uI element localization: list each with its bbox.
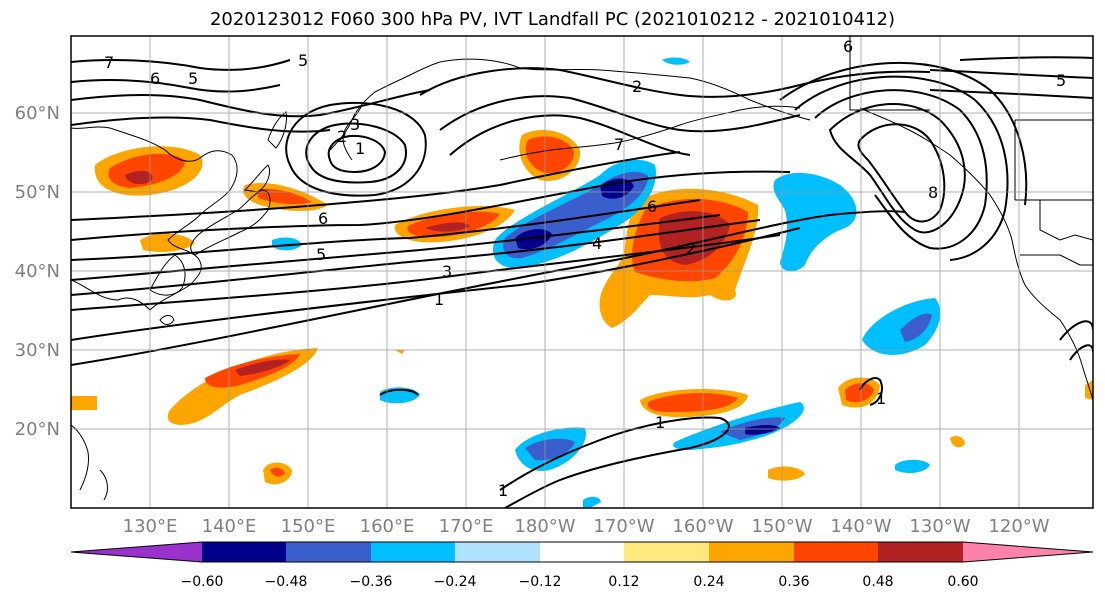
map-title: 2020123012 F060 300 hPa PV, IVT Landfall… [209,9,896,30]
ivt-anomaly-fills [71,57,1093,508]
lat-label: 60°N [15,103,60,124]
map-panel: 7 6 5 5 3 2 1 6 5 3 1 4 2 7 6 5 8 2 1 1 [70,35,1094,509]
lon-label: 160°W [672,516,733,537]
colorbar-segment [794,542,878,562]
longitude-labels: 130°E 140°E 150°E 160°E 170°E 180°W 170°… [123,516,1050,537]
contour-label: 5 [1056,71,1066,90]
lat-label: 20°N [15,419,60,440]
lon-label: 130°E [123,516,178,537]
colorbar-ticks: −0.60 −0.48 −0.36 −0.24 −0.12 0.12 0.24 … [181,574,979,590]
lon-label: 140°E [202,516,257,537]
contour-label: 1 [876,389,886,408]
colorbar-segment [71,542,202,562]
lon-label: 150°W [751,516,812,537]
contour-labels: 7 6 5 5 3 2 1 6 5 3 1 4 2 7 6 5 8 2 1 1 [104,37,1066,500]
colorbar-segment [371,542,455,562]
lon-label: 160°E [360,516,415,537]
colorbar-segment [202,542,286,562]
contour-label: 1 [355,139,365,158]
contour-label: 6 [318,209,328,228]
negative-anomaly-patch [773,172,857,272]
contour-label: 7 [614,135,624,154]
colorbar-segment [540,542,624,562]
contour-label: 2 [632,77,642,96]
colorbar-segment [624,542,709,562]
lon-label: 130°W [909,516,970,537]
contour-label: 5 [316,245,326,264]
lon-label: 170°W [593,516,654,537]
positive-anomaly-patch [71,396,97,410]
colorbar-segment [878,542,963,562]
colorbar-segment [286,542,371,562]
lon-label: 120°W [988,516,1049,537]
lat-label: 40°N [15,261,60,282]
colorbar-segment [455,542,540,562]
contour-label: 6 [150,69,160,88]
gridlines [71,36,1093,508]
contour-label: 7 [104,53,114,72]
contour-label: 4 [592,234,602,253]
contour-label: 1 [434,290,444,309]
colorbar-segment [963,542,1093,562]
lat-label: 30°N [15,340,60,361]
colorbar-outline [70,541,1094,563]
contour-label: 6 [843,37,853,56]
contour-label: 5 [188,69,198,88]
latitude-labels: 60°N 50°N 40°N 30°N 20°N [15,103,60,440]
colorbar-tick-label: −0.36 [350,574,393,590]
colorbar-tick-label: 0.48 [862,574,893,590]
contour-label: 2 [337,127,347,146]
lon-label: 140°W [830,516,891,537]
colorbar-tick-label: −0.48 [265,574,308,590]
colorbar-tick-label: −0.24 [434,574,477,590]
contour-label: 5 [298,51,308,70]
contour-label: 2 [686,239,696,258]
colorbar-tick-label: 0.12 [608,574,639,590]
colorbar: −0.60 −0.48 −0.36 −0.24 −0.12 0.12 0.24 … [70,541,1094,590]
colorbar-tick-label: 0.60 [947,574,978,590]
lon-label: 170°E [439,516,494,537]
lon-label: 180°W [514,516,575,537]
lat-label: 50°N [15,182,60,203]
colorbar-tick-label: −0.60 [181,574,224,590]
negative-anomaly-patch [862,298,941,355]
positive-anomaly-patch [140,233,195,252]
colorbar-segments [70,541,1094,563]
contour-label: 1 [498,481,508,500]
colorbar-tick-label: 0.24 [693,574,724,590]
colorbar-tick-label: −0.12 [519,574,562,590]
negative-anomaly-patch [272,237,302,251]
contour-label: 3 [350,115,360,134]
contour-label: 6 [647,197,657,216]
contour-label: 1 [655,413,665,432]
lon-label: 150°E [281,516,336,537]
colorbar-tick-label: 0.36 [778,574,809,590]
colorbar-segment [709,542,794,562]
